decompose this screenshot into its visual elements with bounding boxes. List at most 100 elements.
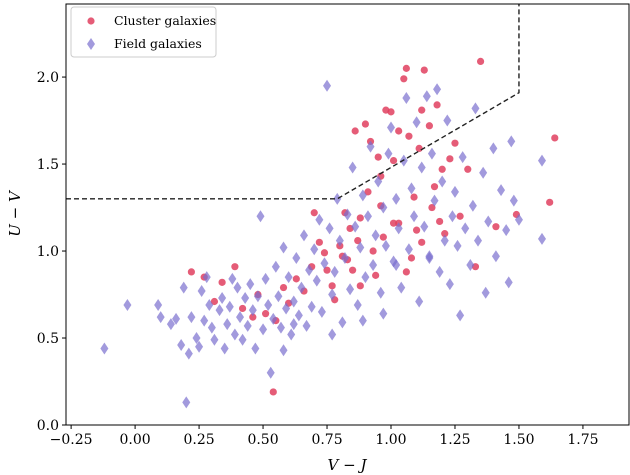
field-galaxy-point [179, 281, 188, 294]
field-galaxy-point [387, 121, 396, 134]
cluster-galaxy-point [428, 203, 436, 212]
cluster-galaxy-point [356, 214, 364, 222]
field-galaxy-point [215, 304, 224, 317]
field-galaxy-point [361, 271, 370, 284]
cluster-galaxy-point [389, 156, 398, 165]
field-galaxy-point [466, 258, 475, 271]
legend-marker-field [87, 38, 95, 50]
field-galaxy-point [184, 347, 193, 360]
y-tick-label: 0.5 [37, 331, 59, 347]
cluster-galaxy-point [328, 282, 336, 290]
field-galaxy-point [292, 251, 301, 264]
field-galaxy-point [192, 332, 201, 345]
field-galaxy-point [420, 220, 429, 233]
cluster-galaxy-point [400, 75, 408, 83]
field-galaxy-point [325, 222, 334, 235]
cluster-galaxy-point [231, 263, 239, 271]
cluster-galaxy-point [430, 183, 439, 191]
field-galaxy-point [333, 192, 342, 205]
field-galaxy-point [299, 229, 308, 242]
field-galaxy-point [366, 140, 375, 153]
legend-label-field: Field galaxies [114, 36, 202, 51]
x-tick-label: 1.25 [439, 432, 470, 448]
field-galaxy-point [471, 102, 480, 115]
cluster-galaxy-point [551, 134, 559, 142]
y-tick-label: 1.0 [37, 244, 59, 260]
field-galaxy-point [271, 260, 280, 273]
field-galaxy-point [264, 298, 273, 311]
field-galaxy-point [537, 154, 546, 167]
field-galaxy-point [415, 295, 424, 308]
field-galaxy-point [236, 311, 245, 324]
cluster-galaxy-point [361, 120, 370, 128]
field-galaxy-point [392, 258, 401, 271]
field-galaxy-point [166, 318, 175, 331]
field-galaxy-point [394, 222, 403, 235]
field-galaxy-point [453, 239, 462, 252]
cluster-galaxy-point [425, 122, 433, 130]
cluster-galaxy-point [441, 230, 449, 238]
cluster-galaxy-point [464, 165, 472, 173]
cluster-galaxy-point [374, 153, 382, 161]
field-galaxy-point [328, 288, 337, 301]
field-galaxy-point [315, 213, 324, 226]
y-tick-label: 2.0 [37, 70, 59, 86]
cluster-galaxy-point [438, 165, 446, 173]
field-galaxy-point [412, 116, 421, 129]
field-galaxy-point [433, 83, 442, 96]
cluster-galaxy-point [492, 223, 500, 231]
field-galaxy-point [402, 91, 411, 104]
field-galaxy-point [384, 147, 393, 160]
field-galaxy-point [320, 257, 329, 270]
field-galaxy-point [259, 323, 268, 336]
cluster-galaxy-point [410, 193, 418, 201]
x-tick-label: 0.50 [247, 432, 278, 448]
cluster-galaxy-point [387, 108, 395, 116]
x-tick-label: −0.25 [50, 432, 93, 448]
cluster-galaxy-point [354, 236, 362, 245]
cluster-galaxy-point [349, 266, 357, 274]
field-galaxy-point [479, 166, 488, 179]
cluster-galaxy-point [372, 271, 380, 279]
field-galaxy-point [338, 316, 347, 329]
field-galaxy-point [197, 285, 206, 298]
cluster-galaxy-point [412, 226, 421, 234]
cluster-galaxy-point [402, 268, 410, 276]
field-galaxy-point [435, 265, 444, 278]
field-galaxy-point [307, 300, 316, 313]
cluster-galaxy-point [420, 66, 428, 74]
field-galaxy-point [195, 340, 204, 353]
field-galaxy-point [218, 292, 227, 305]
field-galaxy-point [397, 281, 406, 294]
cluster-galaxy-point [310, 209, 318, 217]
field-galaxy-point [440, 234, 449, 247]
field-galaxy-point [282, 302, 291, 315]
cluster-galaxy-point [249, 313, 257, 321]
field-galaxy-point [445, 278, 454, 291]
field-galaxy-point [443, 114, 452, 127]
field-galaxy-point [363, 210, 372, 223]
field-galaxy-point [379, 307, 388, 320]
cluster-galaxy-point [433, 101, 441, 109]
field-galaxy-point [374, 175, 383, 188]
field-galaxy-point [310, 243, 319, 256]
field-galaxy-point [502, 224, 511, 237]
cluster-galaxy-point [238, 304, 247, 313]
x-tick-label: 0.00 [120, 432, 151, 448]
legend-label-cluster: Cluster galaxies [114, 13, 216, 28]
x-tick-label: 1.00 [375, 432, 406, 448]
cluster-galaxy-point [351, 127, 359, 135]
field-galaxy-point [261, 272, 270, 285]
field-galaxy-point [279, 241, 288, 254]
legend-marker-cluster [87, 17, 95, 25]
field-galaxy-point [484, 215, 493, 228]
field-galaxy-point [392, 192, 401, 205]
field-galaxy-point [312, 274, 321, 287]
cluster-galaxy-point [364, 188, 372, 196]
cluster-galaxy-point [418, 106, 426, 114]
cluster-galaxy-point [218, 278, 226, 286]
field-galaxy-point [156, 311, 165, 324]
field-galaxy-point [256, 210, 265, 223]
field-galaxy-point [417, 161, 426, 174]
